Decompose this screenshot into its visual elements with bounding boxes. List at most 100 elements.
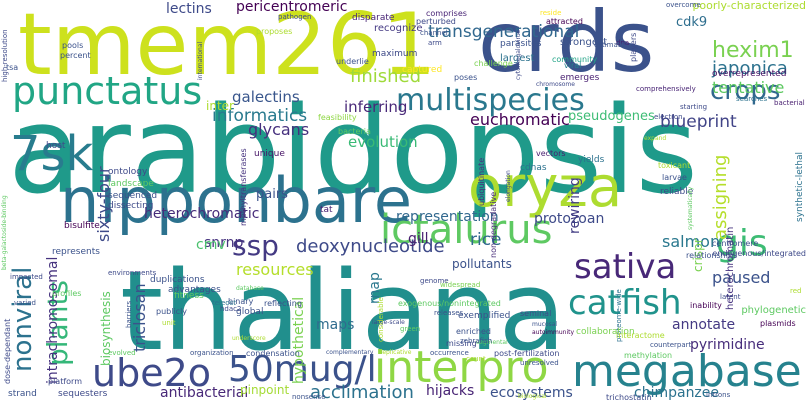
word-evolved: evolved	[108, 349, 136, 357]
word-systematically: systematically	[687, 186, 694, 230]
word-pinpoint: pinpoint	[240, 383, 290, 397]
word-dose-dependant: dose-dependant	[3, 318, 12, 384]
word-sequesters: sequesters	[58, 389, 108, 399]
word-pericentromeric: pericentromeric	[236, 0, 348, 15]
word-fitness: fitness	[174, 291, 204, 301]
word-expand: expand	[644, 135, 667, 142]
word-high-resolution: high-resolution	[1, 29, 9, 82]
word-cytomegalovirus: cytomegalovirus	[515, 30, 522, 80]
word-disparate: disparate	[352, 13, 395, 23]
word-collaboration: collaboration	[576, 327, 635, 337]
word-advantages: advantages	[168, 285, 221, 295]
word-unit: unit	[162, 319, 176, 327]
word-counterpart: counterpart	[650, 341, 692, 349]
word-green: green	[400, 325, 421, 333]
word-emerges: emerges	[560, 73, 600, 83]
word-introns: introns	[706, 391, 731, 399]
word-landscape: landscape	[108, 179, 154, 189]
word-largest: largest	[500, 53, 535, 64]
word-protozoan: protozoan	[534, 211, 605, 227]
word-pollutants: pollutants	[452, 257, 512, 271]
word-red: red	[790, 287, 802, 295]
word-count: count	[466, 355, 486, 363]
word-perturbed: perturbed	[416, 17, 456, 26]
word-endogenous-integrated: endogenous/integrated	[712, 249, 806, 258]
word-strand: strand	[8, 389, 37, 399]
word-interactome: interactome	[616, 331, 665, 340]
word-maximum: maximum	[372, 49, 418, 59]
word-pathogen: pathogen	[278, 13, 312, 21]
word-poorly-characterized: poorly-characterized	[692, 0, 806, 12]
word-sativa: sativa	[574, 247, 677, 287]
word-vectors: vectors	[536, 149, 566, 158]
word-multispecies: multispecies	[396, 83, 585, 118]
word-latent: latent	[720, 293, 741, 301]
word-teleost: teleost	[212, 299, 236, 307]
word-parasites: parasites	[500, 39, 542, 49]
word-interpro: interpro	[374, 342, 549, 393]
word-mucosal: mucosal	[532, 321, 558, 328]
word-condensation: condensation	[246, 349, 300, 358]
word-plasmids: plasmids	[760, 319, 796, 328]
word-biological: biological	[518, 393, 547, 400]
word-seminal: seminal	[520, 309, 552, 318]
word-host: host	[46, 141, 66, 151]
word-representation: representation	[396, 209, 499, 225]
word-hypothetical: hypothetical	[291, 296, 307, 384]
word-salmon: salmon	[662, 232, 721, 251]
word-lectins: lectins	[166, 1, 212, 17]
word-poses: poses	[454, 73, 478, 82]
word-global: global	[236, 307, 264, 317]
word-players: players	[629, 32, 638, 62]
word-transgenerational: transgenerational	[428, 22, 580, 42]
word-reside: reside	[540, 9, 562, 17]
word-unresolved: unresolved	[520, 359, 559, 367]
word-starting: starting	[680, 103, 708, 111]
word-arabidopsis: arabidopsis	[8, 82, 699, 221]
word-annotate: annotate	[672, 317, 736, 333]
word-glycans: glycans	[248, 120, 310, 139]
word-evolution: evolution	[348, 133, 418, 151]
word-arm: arm	[428, 39, 442, 47]
word-zebrafish: zebrafish	[460, 337, 493, 345]
word-gill: gill	[408, 231, 429, 247]
word-crops: crops	[710, 76, 781, 106]
word-occurrence: occurrence	[430, 349, 469, 357]
word-heterochromatic: heterochromatic	[144, 206, 260, 222]
word-tat: tat	[320, 205, 333, 215]
word-yields: yields	[578, 155, 605, 165]
word-euchromatic: euchromatic	[470, 110, 570, 129]
word-galectins: galectins	[232, 88, 300, 106]
word-nonviral: nonviral	[8, 266, 38, 372]
word-chimpanzee: chimpanzee	[634, 385, 720, 401]
word-elongation: elongation	[505, 170, 512, 202]
word-hexim1: hexim1	[712, 38, 794, 63]
word-hdac2: hdac2	[220, 305, 242, 313]
word-crds: crds	[478, 0, 655, 91]
word-estimate: estimate	[594, 41, 625, 49]
word-duplications: duplications	[150, 275, 205, 285]
word-large-scale: large-scale	[372, 319, 405, 326]
word-cdk9: cdk9	[676, 15, 708, 30]
word-comprehensively: comprehensively	[636, 85, 696, 93]
word-pseudogenes: pseudogenes	[568, 109, 655, 124]
word-gis: gis	[716, 223, 768, 264]
word-recognize: recognize	[374, 23, 423, 34]
word-ecosystems: ecosystems	[490, 385, 573, 401]
word-publicly: publicly	[156, 307, 188, 316]
word-intrachromosomal: intrachromosomal	[45, 256, 61, 384]
word-binary: binary	[228, 297, 254, 306]
word-comprises: comprises	[426, 9, 467, 18]
word-autoimmunity: autoimmunity	[532, 329, 575, 336]
word-strongest: strongest	[560, 37, 608, 48]
word-maps: maps	[316, 317, 355, 333]
word-searches: searches	[736, 95, 768, 103]
word-database: database	[236, 285, 264, 292]
word-cdnas: cdnas	[520, 163, 547, 173]
word-underlie: underlie	[336, 57, 369, 66]
word-synthetic-lethal: synthetic-lethal	[795, 151, 805, 222]
word-beta-galactoside-binding: beta-galactoside-binding	[1, 195, 8, 270]
word-organization: organization	[190, 349, 234, 357]
word-releases: releases	[434, 309, 464, 317]
word-community: community	[552, 55, 598, 64]
